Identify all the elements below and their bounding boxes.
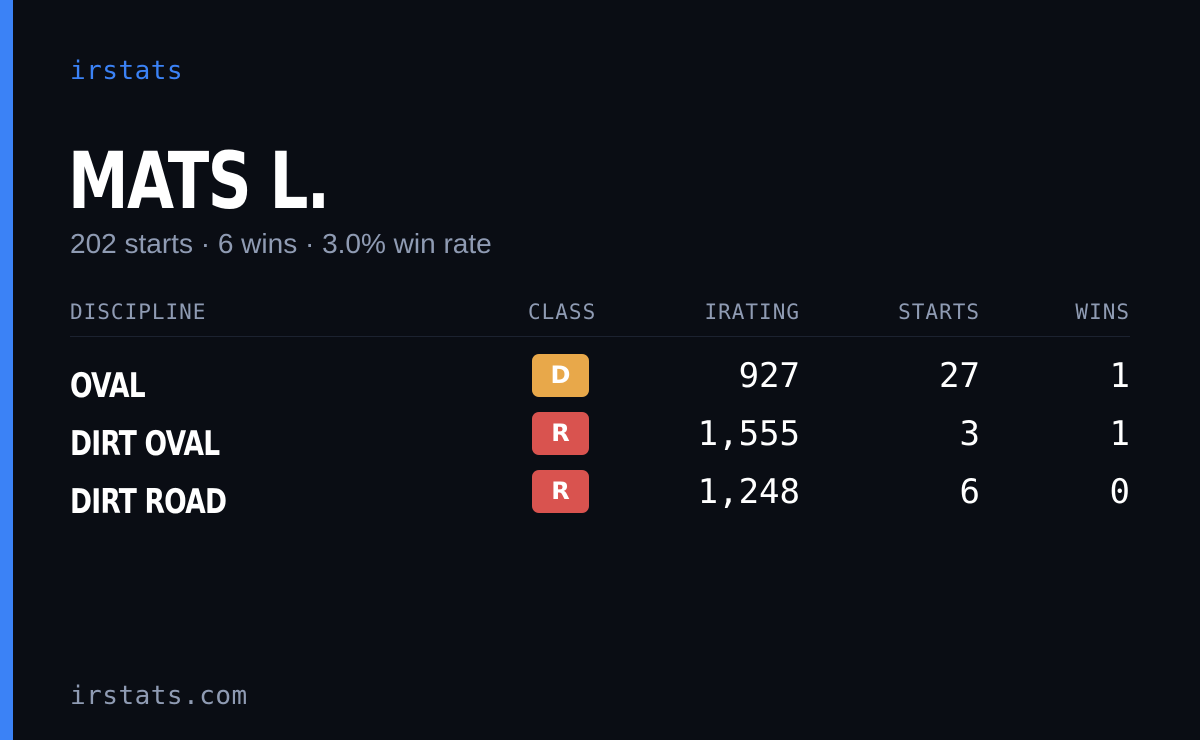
irating-value: 1,555: [697, 414, 800, 454]
footer-site-url[interactable]: irstats.com: [70, 681, 248, 711]
wins-value: 1: [1109, 356, 1130, 396]
player-summary: 202 starts · 6 wins · 3.0% win rate: [70, 228, 492, 259]
column-header-wins: WINS: [1075, 300, 1130, 324]
wins-value: 1: [1109, 414, 1130, 454]
irating-value: 1,248: [697, 472, 800, 512]
discipline-name: DIRT OVAL: [70, 424, 220, 464]
player-name: MATS L.: [68, 137, 330, 227]
brand-logo-text[interactable]: irstats: [70, 56, 184, 86]
table-row: DIRT ROAD R 1,248 6 0: [70, 470, 1130, 528]
discipline-name: DIRT ROAD: [70, 482, 227, 522]
license-class-badge: D: [532, 354, 589, 397]
discipline-name: OVAL: [70, 366, 146, 406]
starts-value: 3: [959, 414, 980, 454]
table-row: DIRT OVAL R 1,555 3 1: [70, 412, 1130, 470]
column-header-class: CLASS: [528, 300, 597, 324]
accent-bar: [0, 0, 13, 740]
column-header-discipline: DISCIPLINE: [70, 300, 207, 324]
discipline-stats-table: DISCIPLINE CLASS IRATING STARTS WINS OVA…: [70, 296, 1130, 528]
table-header: DISCIPLINE CLASS IRATING STARTS WINS: [70, 296, 1130, 337]
starts-value: 6: [959, 472, 980, 512]
table-body: OVAL D 927 27 1 DIRT OVAL R 1,555 3 1 DI…: [70, 337, 1130, 528]
starts-value: 27: [939, 356, 980, 396]
column-header-starts: STARTS: [898, 300, 980, 324]
column-header-irating: IRATING: [704, 300, 800, 324]
license-class-badge: R: [532, 470, 589, 513]
table-row: OVAL D 927 27 1: [70, 354, 1130, 412]
irating-value: 927: [738, 356, 800, 396]
license-class-badge: R: [532, 412, 589, 455]
wins-value: 0: [1109, 472, 1130, 512]
